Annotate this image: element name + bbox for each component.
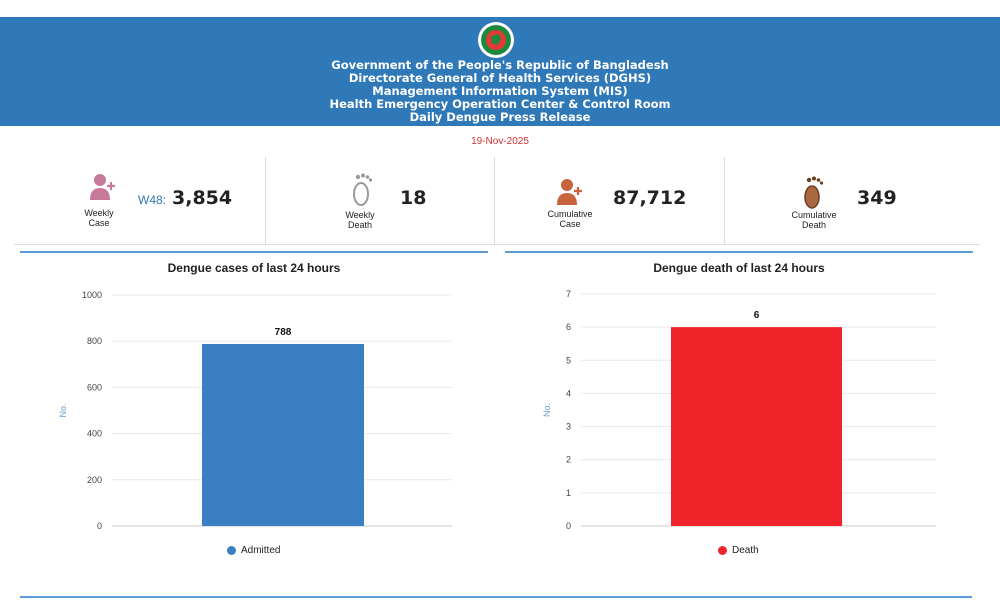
header-line-2: Directorate General of Health Services (… bbox=[348, 71, 652, 85]
divider bbox=[494, 157, 495, 244]
y-tick-label: 400 bbox=[87, 429, 102, 439]
y-tick-label: 800 bbox=[87, 336, 102, 346]
y-tick-label: 3 bbox=[566, 422, 571, 432]
bar bbox=[671, 327, 842, 526]
legend-marker bbox=[227, 546, 236, 555]
legend-admitted[interactable]: Admitted bbox=[227, 545, 280, 556]
header-banner: Government of the People's Republic of B… bbox=[0, 17, 1000, 126]
divider bbox=[724, 157, 725, 244]
stat-label: Cumulative bbox=[547, 209, 593, 219]
y-tick-label: 200 bbox=[87, 475, 102, 485]
chart-title-deaths: Dengue death of last 24 hours bbox=[653, 261, 825, 275]
chart-title-cases: Dengue cases of last 24 hours bbox=[167, 261, 341, 275]
y-tick-label: 4 bbox=[566, 388, 571, 398]
panel-top-border bbox=[20, 251, 488, 253]
stat-label: Weekly bbox=[84, 208, 114, 218]
header-line-1: Government of the People's Republic of B… bbox=[331, 58, 669, 72]
y-axis-label: No. bbox=[58, 403, 68, 417]
footprint-icon bbox=[353, 173, 373, 206]
stat-label: Death bbox=[801, 220, 827, 230]
cases-bar-chart: 0 200 400 600 800 1000 No. 788 bbox=[58, 290, 452, 531]
y-tick-label: 7 bbox=[566, 289, 571, 299]
divider bbox=[265, 157, 266, 244]
y-axis-label: No. bbox=[542, 403, 552, 417]
person-add-icon bbox=[90, 174, 115, 200]
y-tick-label: 600 bbox=[87, 382, 102, 392]
legend-death[interactable]: Death bbox=[718, 545, 759, 556]
report-date: 19-Nov-2025 bbox=[471, 136, 529, 147]
stat-value: 18 bbox=[400, 187, 427, 209]
legend-label: Death bbox=[732, 545, 759, 556]
stat-label: Case bbox=[88, 218, 110, 228]
legend-label: Admitted bbox=[241, 545, 281, 556]
stats-bottom-border bbox=[14, 244, 980, 245]
stat-value: 3,854 bbox=[172, 187, 233, 209]
stat-value: 349 bbox=[857, 187, 897, 209]
stat-label: Death bbox=[347, 220, 373, 230]
header-line-3: Management Information System (MIS) bbox=[372, 84, 628, 98]
header-line-5: Daily Dengue Press Release bbox=[409, 110, 591, 124]
stat-label: Weekly bbox=[345, 210, 375, 220]
bottom-border bbox=[20, 596, 972, 598]
legend-marker bbox=[718, 546, 727, 555]
stat-value: 87,712 bbox=[613, 187, 687, 209]
data-label: 788 bbox=[275, 327, 292, 338]
government-emblem-icon bbox=[478, 22, 514, 58]
y-tick-label: 1000 bbox=[82, 290, 102, 300]
y-tick-label: 6 bbox=[566, 322, 571, 332]
footprint-icon bbox=[804, 176, 824, 209]
person-add-icon bbox=[557, 179, 582, 205]
week-prefix: W48: bbox=[138, 193, 167, 207]
data-label: 6 bbox=[754, 310, 760, 321]
stat-label: Cumulative bbox=[791, 210, 837, 220]
deaths-bar-chart: 0 1 2 3 4 5 6 7 No. 6 bbox=[542, 289, 936, 531]
y-tick-label: 5 bbox=[566, 355, 571, 365]
stat-label: Case bbox=[559, 219, 581, 229]
y-tick-label: 1 bbox=[566, 488, 571, 498]
y-tick-label: 0 bbox=[566, 521, 571, 531]
panel-top-border bbox=[505, 251, 973, 253]
bar bbox=[202, 343, 364, 526]
y-tick-label: 0 bbox=[97, 521, 102, 531]
y-tick-label: 2 bbox=[566, 455, 571, 465]
header-line-4: Health Emergency Operation Center & Cont… bbox=[329, 97, 671, 111]
